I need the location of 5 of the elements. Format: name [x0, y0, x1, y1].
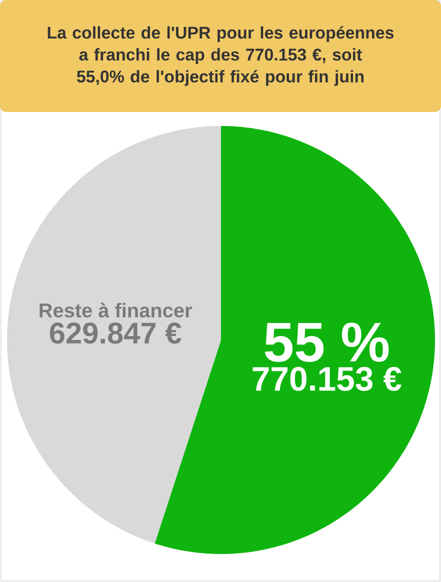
data-label: 629.847 € — [50, 322, 182, 344]
text: 55 % — [264, 322, 389, 362]
chart-title: La collecte de l'UPR pour les européennes a franchi le cap des 770.153 €, soit 55,0% de l'objectif fixé pour fin juin — [48, 26, 394, 86]
slice-label: Reste à financer — [40, 302, 192, 318]
data-label: 770.153 € — [252, 366, 402, 391]
